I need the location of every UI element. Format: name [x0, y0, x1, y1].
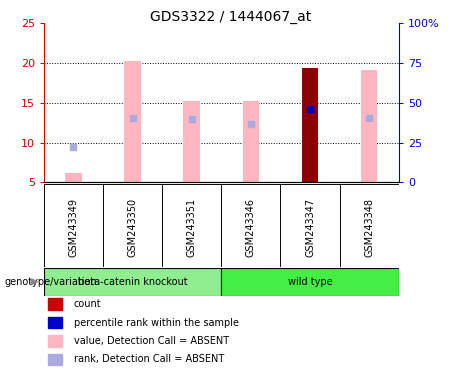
Point — [306, 106, 313, 112]
Bar — [183, 101, 200, 182]
Point — [366, 115, 373, 121]
Point — [188, 116, 195, 122]
Point — [247, 121, 254, 127]
Bar — [242, 101, 259, 182]
Text: count: count — [74, 299, 101, 309]
Text: GSM243351: GSM243351 — [187, 198, 197, 257]
Bar — [221, 268, 399, 296]
Text: GSM243349: GSM243349 — [68, 198, 78, 257]
Bar — [124, 61, 141, 182]
Text: percentile rank within the sample: percentile rank within the sample — [74, 318, 239, 328]
Text: beta-catenin knockout: beta-catenin knockout — [78, 277, 187, 287]
Bar — [65, 173, 82, 182]
Bar — [44, 268, 221, 296]
Text: GSM243347: GSM243347 — [305, 198, 315, 257]
Text: wild type: wild type — [288, 277, 332, 287]
Point — [129, 115, 136, 121]
Text: genotype/variation: genotype/variation — [5, 277, 97, 287]
Text: value, Detection Call = ABSENT: value, Detection Call = ABSENT — [74, 336, 229, 346]
Text: GSM243350: GSM243350 — [128, 198, 137, 257]
Text: GSM243346: GSM243346 — [246, 198, 256, 257]
Text: rank, Detection Call = ABSENT: rank, Detection Call = ABSENT — [74, 354, 224, 364]
Text: GSM243348: GSM243348 — [364, 198, 374, 257]
Bar — [302, 68, 318, 182]
Bar — [361, 70, 378, 182]
Text: GDS3322 / 1444067_at: GDS3322 / 1444067_at — [150, 10, 311, 23]
Point — [70, 144, 77, 150]
